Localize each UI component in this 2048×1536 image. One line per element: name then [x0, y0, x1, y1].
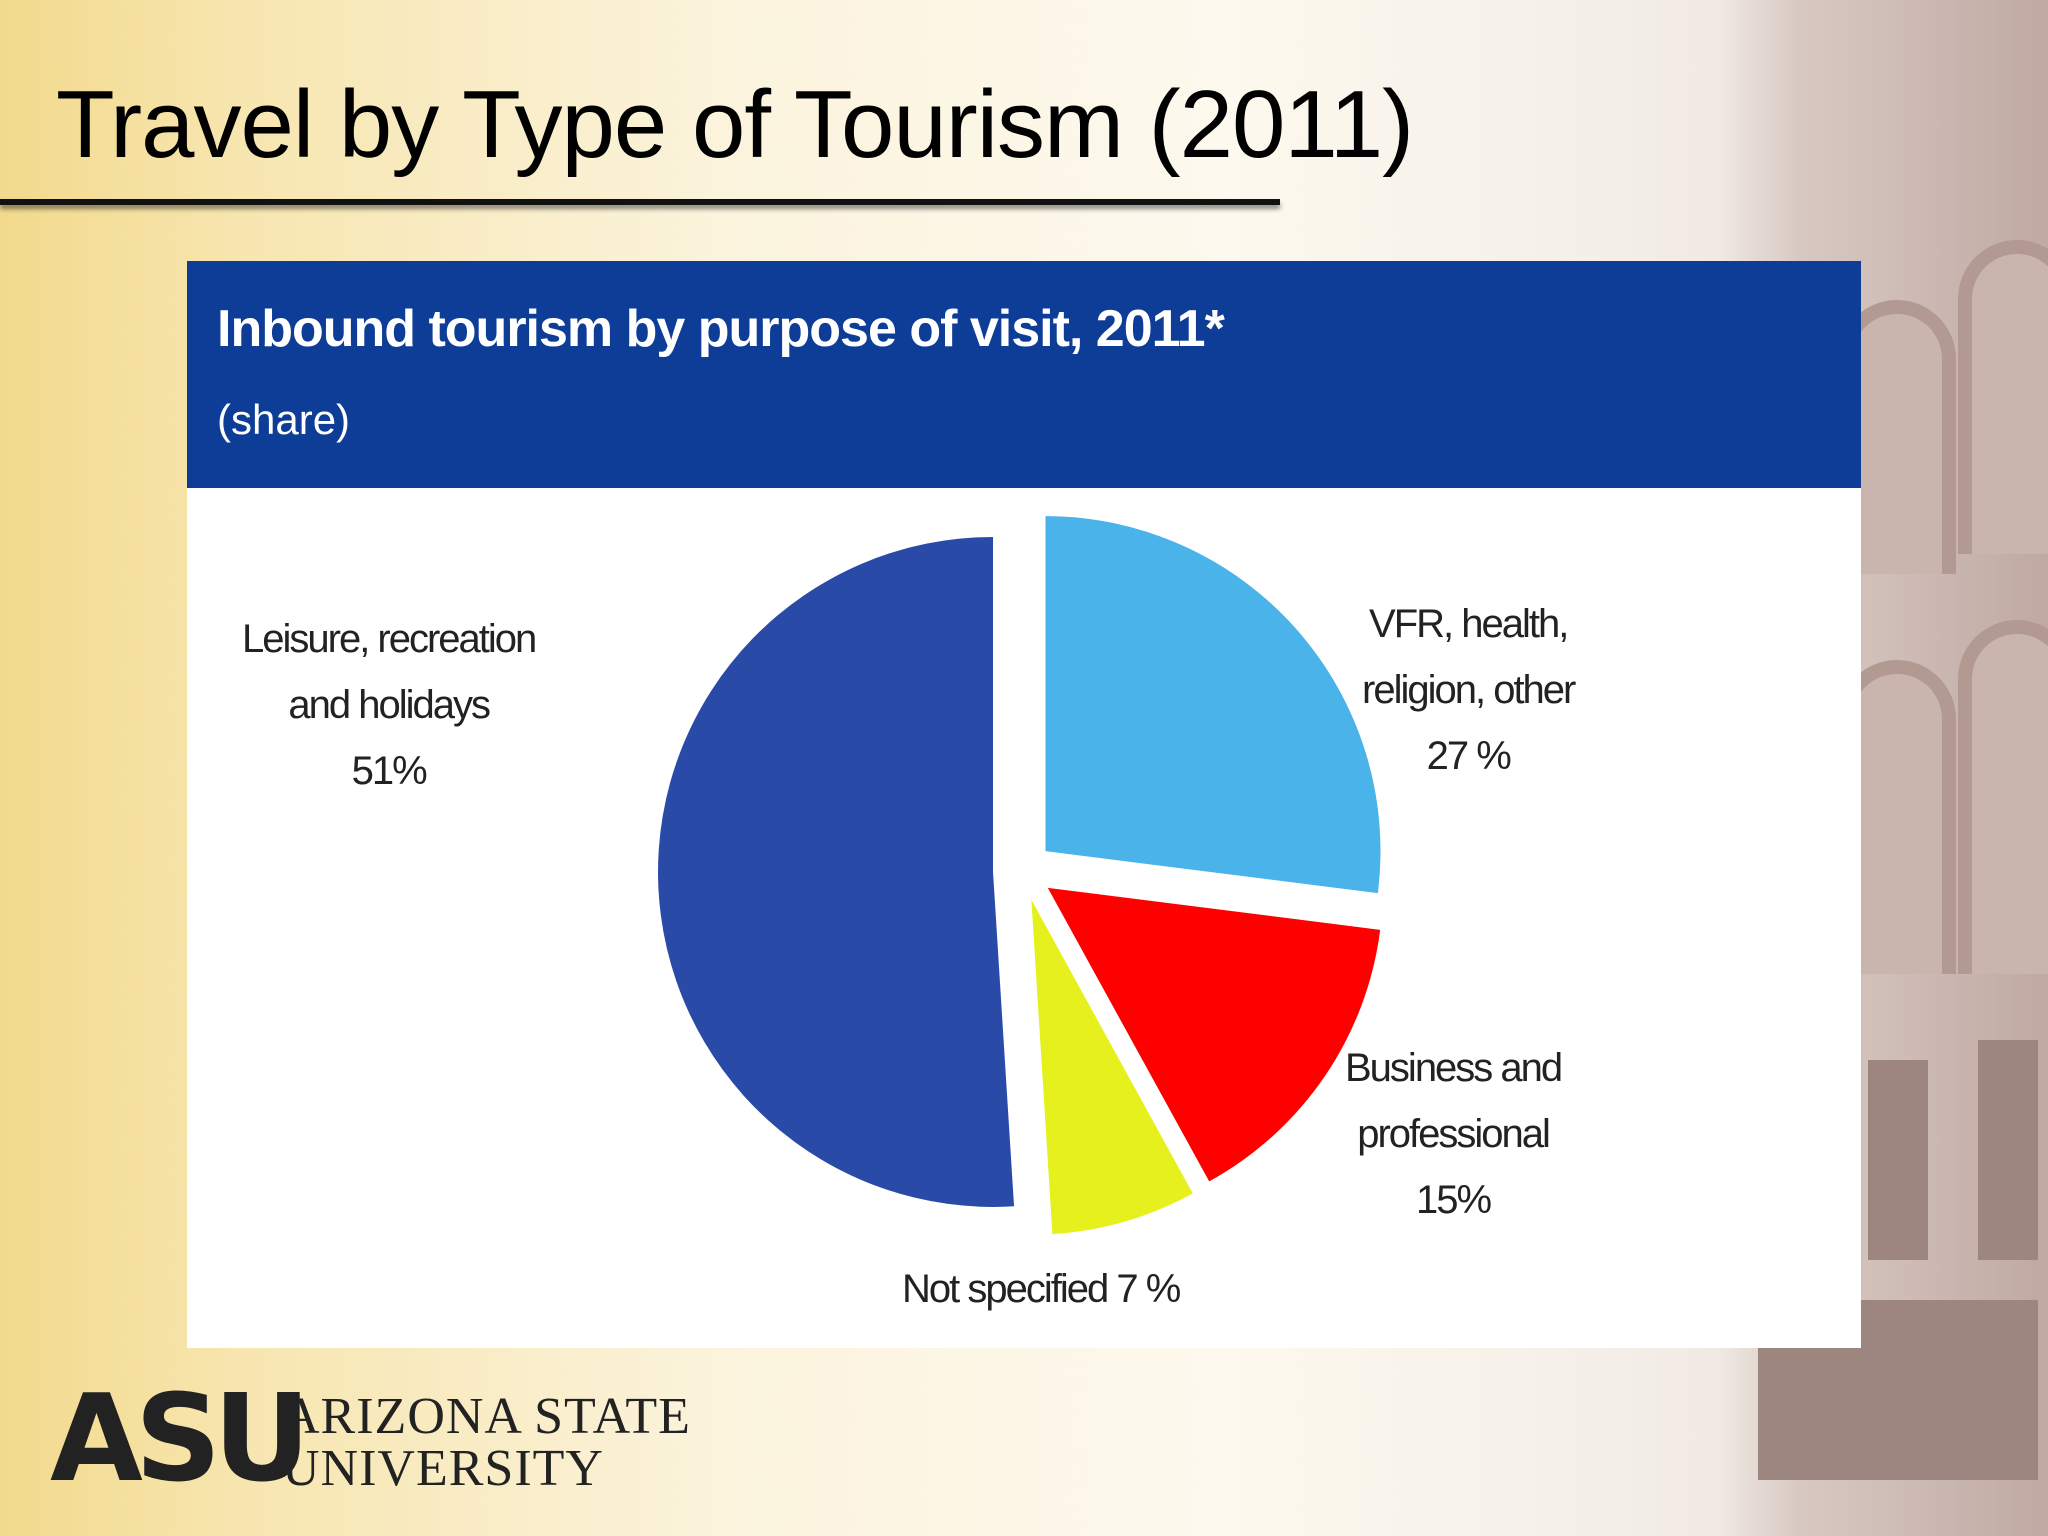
slice-label-line: professional — [1357, 1112, 1551, 1156]
slice-label-line: religion, other — [1362, 668, 1576, 712]
asu-logo-name-line1: ARIZONA STATE — [282, 1388, 691, 1445]
title-underline — [0, 199, 1280, 205]
pie-slice-1 — [1047, 887, 1381, 1182]
pie-slice-0 — [1045, 516, 1381, 894]
chart-panel: Inbound tourism by purpose of visit, 201… — [187, 261, 1861, 1348]
asu-logo-mark: ASU — [50, 1370, 311, 1509]
slice-label-line: VFR, health, — [1369, 602, 1569, 646]
chart-subtitle: (share) — [217, 396, 351, 443]
slide-title: Travel by Type of Tourism (2011) — [56, 71, 1414, 178]
slice-label-value: 27 % — [1426, 734, 1512, 778]
pie-slice-3 — [658, 536, 1015, 1207]
slice-label-value: 51% — [351, 749, 428, 793]
chart-header: Inbound tourism by purpose of visit, 201… — [187, 261, 1861, 488]
pie-slice-2 — [1031, 899, 1193, 1235]
slice-label-line: Leisure, recreation — [242, 617, 537, 661]
slice-label-line: Not specified 7 % — [902, 1267, 1181, 1311]
slice-label-leisure: Leisure, recreation and holidays 51% — [242, 606, 537, 804]
slice-label-business: Business and professional 15% — [1345, 1035, 1563, 1233]
chart-title: Inbound tourism by purpose of visit, 201… — [217, 300, 1225, 358]
slice-label-line: Business and — [1345, 1046, 1563, 1090]
asu-logo: ASU ARIZONA STATE UNIVERSITY — [50, 1370, 691, 1509]
pie-chart — [658, 516, 1381, 1235]
slice-label-not-specified: Not specified 7 % — [902, 1256, 1181, 1322]
slice-label-value: 15% — [1416, 1178, 1492, 1222]
slice-label-vfr: VFR, health, religion, other 27 % — [1362, 591, 1576, 789]
asu-logo-name-line2: UNIVERSITY — [282, 1440, 604, 1497]
slice-label-line: and holidays — [288, 683, 491, 727]
